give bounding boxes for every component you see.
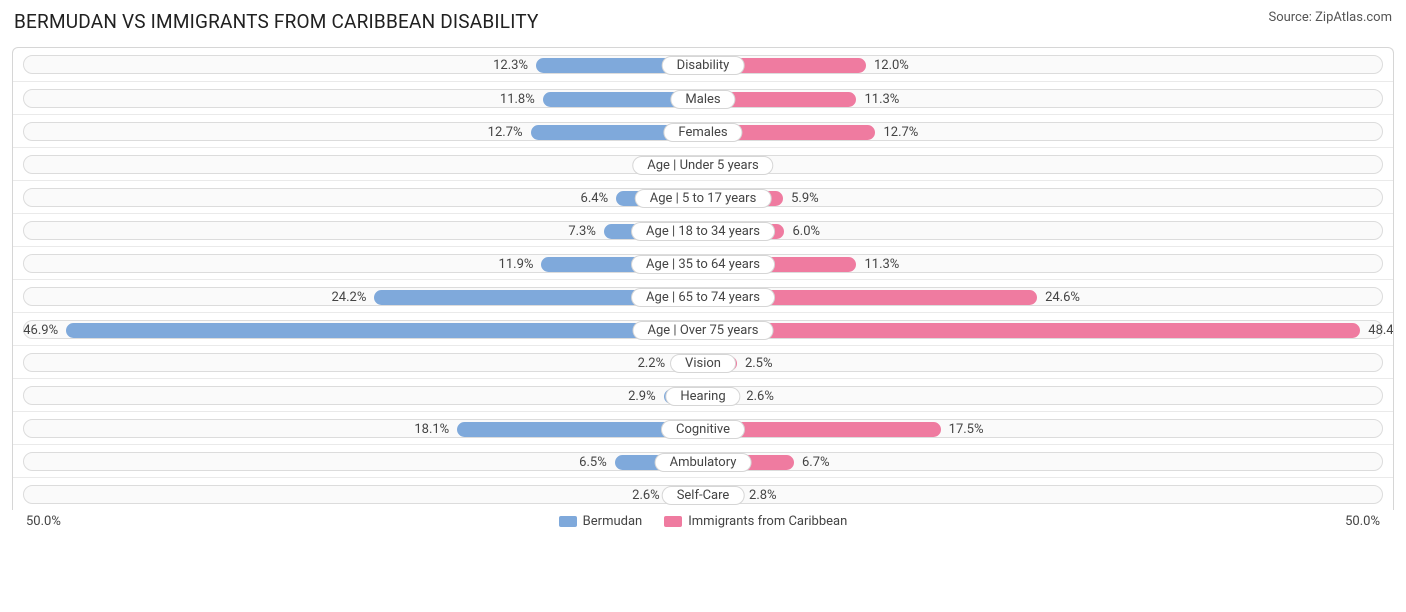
chart-row: 18.1% 17.5% Cognitive [13,411,1393,444]
chart-row: 2.2% 2.5% Vision [13,345,1393,378]
chart-row: 6.4% 5.9% Age | 5 to 17 years [13,180,1393,213]
category-label: Self-Care [662,486,745,505]
value-right: 6.7% [802,453,830,472]
value-right: 12.7% [883,123,918,142]
value-right: 2.5% [745,354,773,373]
legend-label-left: Bermudan [583,514,643,529]
bar-track: 2.9% 2.6% Hearing [23,386,1383,405]
bar-track: 6.4% 5.9% Age | 5 to 17 years [23,188,1383,207]
chart-row: 11.9% 11.3% Age | 35 to 64 years [13,246,1393,279]
category-label: Ambulatory [655,453,752,472]
value-left: 11.9% [499,255,534,274]
category-label: Age | Under 5 years [632,156,773,175]
value-right: 5.9% [791,189,819,208]
chart-row: 1.4%1.2%Age | Under 5 years [13,147,1393,180]
chart-title: BERMUDAN VS IMMIGRANTS FROM CARIBBEAN DI… [14,10,539,33]
bar-track: 46.9%48.4%Age | Over 75 years [23,320,1383,339]
value-left: 6.5% [579,453,607,472]
chart-row: 12.7% 12.7% Females [13,114,1393,147]
source-label: Source: ZipAtlas.com [1268,10,1392,25]
chart-footer: 50.0% Bermudan Immigrants from Caribbean… [12,514,1394,529]
value-left: 12.3% [493,56,528,75]
axis-left-max: 50.0% [26,514,61,529]
category-label: Age | 35 to 64 years [631,255,775,274]
legend-swatch-left [559,516,577,527]
diverging-bar-chart: 12.3% 12.0% Disability 11.8% 11.3% Males 12.7%… [12,47,1394,510]
chart-row: 7.3% 6.0% Age | 18 to 34 years [13,213,1393,246]
bar-track: 2.2% 2.5% Vision [23,353,1383,372]
chart-row: 6.5% 6.7% Ambulatory [13,444,1393,477]
value-left: 46.9% [23,321,58,340]
legend-label-right: Immigrants from Caribbean [688,514,847,529]
value-right: 17.5% [949,420,984,439]
chart-row: 2.9% 2.6% Hearing [13,378,1393,411]
value-right: 6.0% [792,222,820,241]
value-right: 24.6% [1045,288,1080,307]
value-left: 18.1% [414,420,449,439]
bar-track: 18.1% 17.5% Cognitive [23,419,1383,438]
value-right: 2.8% [749,486,777,505]
value-left: 2.2% [638,354,666,373]
value-right: 48.4% [1368,321,1394,340]
bar-track: 11.9% 11.3% Age | 35 to 64 years [23,254,1383,273]
legend-item-right: Immigrants from Caribbean [664,514,847,529]
value-right: 2.6% [746,387,774,406]
value-left: 12.7% [488,123,523,142]
bar-track: 11.8% 11.3% Males [23,89,1383,108]
chart-row: 2.6% 2.8%Self-Care [13,477,1393,510]
bar-track: 24.2% 24.6% Age | 65 to 74 years [23,287,1383,306]
category-label: Males [670,90,735,109]
category-label: Age | Over 75 years [633,321,774,340]
category-label: Females [663,123,742,142]
category-label: Disability [662,56,745,75]
value-left: 7.3% [568,222,596,241]
legend-swatch-right [664,516,682,527]
bar-track: 1.4%1.2%Age | Under 5 years [23,155,1383,174]
bar-track: 2.6% 2.8%Self-Care [23,485,1383,504]
category-label: Hearing [665,387,740,406]
value-left: 2.6% [632,486,660,505]
value-right: 12.0% [874,56,909,75]
chart-row: 46.9% 48.4% Age | Over 75 years [13,312,1393,345]
value-right: 11.3% [864,90,899,109]
chart-row: 24.2% 24.6% Age | 65 to 74 years [13,279,1393,312]
axis-right-max: 50.0% [1345,514,1380,529]
value-left: 2.9% [628,387,656,406]
value-left: 24.2% [332,288,367,307]
category-label: Age | 65 to 74 years [631,288,775,307]
bar-right [703,323,1360,338]
category-label: Cognitive [661,420,745,439]
value-right: 11.3% [864,255,899,274]
category-label: Age | 5 to 17 years [635,189,772,208]
bar-track: 12.7% 12.7% Females [23,122,1383,141]
header: BERMUDAN VS IMMIGRANTS FROM CARIBBEAN DI… [12,10,1394,33]
category-label: Vision [670,354,736,373]
chart-row: 11.8% 11.3% Males [13,81,1393,114]
bar-left [66,323,703,338]
legend: Bermudan Immigrants from Caribbean [559,514,848,529]
bar-track: 6.5% 6.7% Ambulatory [23,452,1383,471]
chart-row: 12.3% 12.0% Disability [13,48,1393,81]
legend-item-left: Bermudan [559,514,643,529]
bar-track: 12.3% 12.0% Disability [23,55,1383,74]
bar-track: 7.3% 6.0% Age | 18 to 34 years [23,221,1383,240]
value-left: 11.8% [500,90,535,109]
value-left: 6.4% [581,189,609,208]
category-label: Age | 18 to 34 years [631,222,775,241]
